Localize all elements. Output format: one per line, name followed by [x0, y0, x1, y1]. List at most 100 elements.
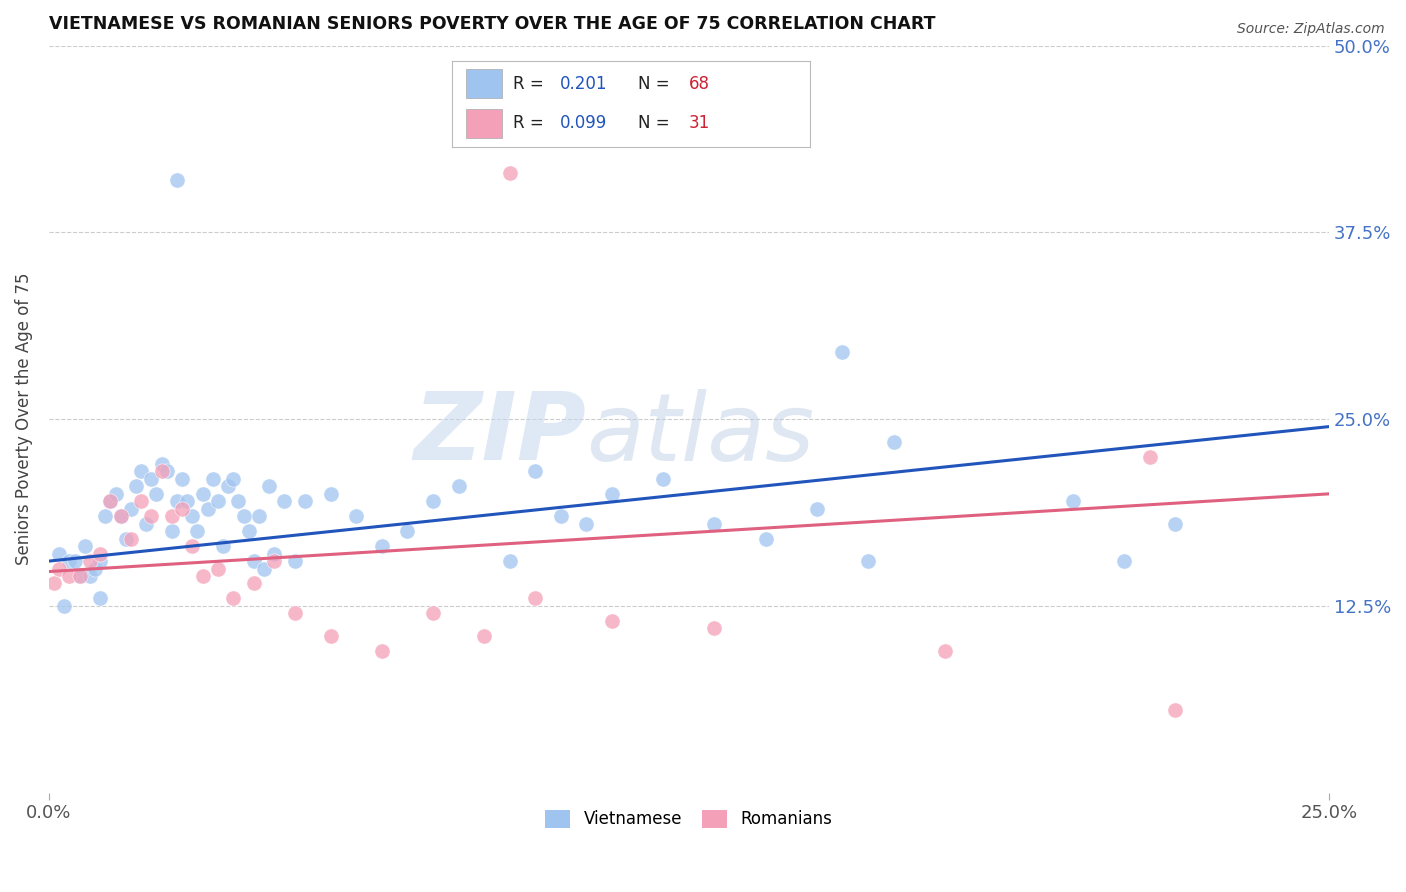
Romanians [222, 591, 245, 606]
Vietnamese [176, 494, 198, 508]
Romanians [703, 621, 725, 635]
Vietnamese [207, 494, 229, 508]
Romanians [150, 465, 173, 479]
Vietnamese [319, 487, 342, 501]
Vietnamese [201, 472, 224, 486]
Romanians [600, 614, 623, 628]
Vietnamese [856, 554, 879, 568]
Vietnamese [125, 479, 148, 493]
Romanians [207, 561, 229, 575]
Romanians [110, 509, 132, 524]
Vietnamese [222, 472, 245, 486]
Romanians [1164, 704, 1187, 718]
Romanians [170, 501, 193, 516]
Vietnamese [600, 487, 623, 501]
Romanians [79, 554, 101, 568]
Vietnamese [110, 509, 132, 524]
Vietnamese [170, 472, 193, 486]
Vietnamese [150, 457, 173, 471]
Romanians [499, 166, 522, 180]
Vietnamese [232, 509, 254, 524]
Romanians [69, 569, 91, 583]
Vietnamese [135, 516, 157, 531]
Text: VIETNAMESE VS ROMANIAN SENIORS POVERTY OVER THE AGE OF 75 CORRELATION CHART: VIETNAMESE VS ROMANIAN SENIORS POVERTY O… [49, 15, 935, 33]
Vietnamese [806, 501, 828, 516]
Vietnamese [145, 487, 167, 501]
Vietnamese [524, 465, 547, 479]
Vietnamese [114, 532, 136, 546]
Vietnamese [141, 472, 163, 486]
Romanians [934, 644, 956, 658]
Vietnamese [89, 591, 111, 606]
Romanians [141, 509, 163, 524]
Vietnamese [228, 494, 250, 508]
Vietnamese [94, 509, 117, 524]
Vietnamese [422, 494, 444, 508]
Vietnamese [100, 494, 122, 508]
Romanians [422, 607, 444, 621]
Vietnamese [156, 465, 179, 479]
Romanians [120, 532, 142, 546]
Text: ZIP: ZIP [413, 388, 586, 480]
Vietnamese [1062, 494, 1084, 508]
Vietnamese [73, 539, 96, 553]
Vietnamese [69, 569, 91, 583]
Vietnamese [191, 487, 214, 501]
Vietnamese [294, 494, 316, 508]
Vietnamese [48, 547, 70, 561]
Vietnamese [396, 524, 419, 539]
Vietnamese [703, 516, 725, 531]
Vietnamese [499, 554, 522, 568]
Romanians [48, 561, 70, 575]
Vietnamese [186, 524, 208, 539]
Romanians [524, 591, 547, 606]
Romanians [191, 569, 214, 583]
Vietnamese [247, 509, 270, 524]
Vietnamese [79, 569, 101, 583]
Romanians [319, 629, 342, 643]
Vietnamese [284, 554, 307, 568]
Romanians [242, 576, 264, 591]
Vietnamese [883, 434, 905, 449]
Vietnamese [370, 539, 392, 553]
Vietnamese [129, 465, 152, 479]
Romanians [284, 607, 307, 621]
Vietnamese [238, 524, 260, 539]
Vietnamese [58, 554, 80, 568]
Vietnamese [120, 501, 142, 516]
Vietnamese [166, 494, 188, 508]
Romanians [58, 569, 80, 583]
Vietnamese [253, 561, 276, 575]
Vietnamese [755, 532, 778, 546]
Romanians [42, 576, 65, 591]
Romanians [370, 644, 392, 658]
Y-axis label: Seniors Poverty Over the Age of 75: Seniors Poverty Over the Age of 75 [15, 273, 32, 566]
Vietnamese [197, 501, 219, 516]
Vietnamese [831, 345, 853, 359]
Vietnamese [53, 599, 76, 613]
Vietnamese [273, 494, 295, 508]
Vietnamese [1164, 516, 1187, 531]
Legend: Vietnamese, Romanians: Vietnamese, Romanians [537, 801, 841, 837]
Vietnamese [212, 539, 235, 553]
Vietnamese [242, 554, 264, 568]
Vietnamese [344, 509, 367, 524]
Romanians [100, 494, 122, 508]
Vietnamese [84, 561, 107, 575]
Romanians [160, 509, 183, 524]
Vietnamese [652, 472, 675, 486]
Vietnamese [89, 554, 111, 568]
Vietnamese [181, 509, 204, 524]
Romanians [129, 494, 152, 508]
Vietnamese [217, 479, 239, 493]
Romanians [263, 554, 285, 568]
Romanians [1139, 450, 1161, 464]
Vietnamese [1112, 554, 1135, 568]
Vietnamese [575, 516, 598, 531]
Vietnamese [104, 487, 127, 501]
Vietnamese [550, 509, 572, 524]
Text: atlas: atlas [586, 389, 814, 480]
Vietnamese [263, 547, 285, 561]
Vietnamese [160, 524, 183, 539]
Vietnamese [63, 554, 86, 568]
